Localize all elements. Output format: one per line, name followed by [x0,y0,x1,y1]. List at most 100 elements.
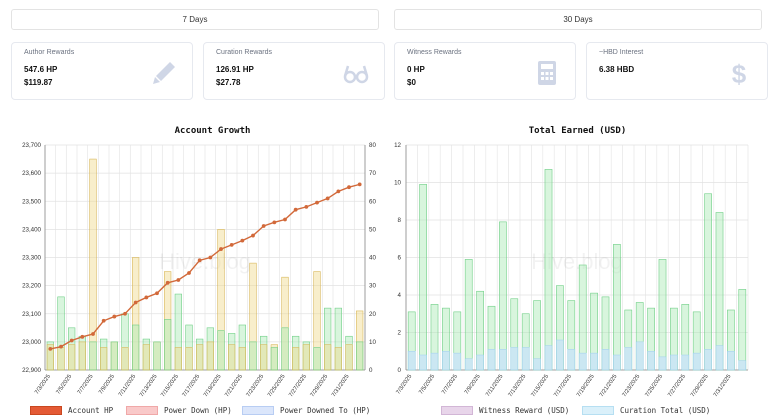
point-account-hp [91,332,95,336]
x-tick-label: 7/29/2025 [690,374,710,399]
legend-power-downed-to[interactable]: Power Downed To (HP) [242,404,370,416]
bar-power-down [142,344,150,371]
point-account-hp [251,233,255,238]
bar-power-down [238,347,246,371]
bar-witness-reward [464,259,473,371]
bar-witness-reward [499,221,507,371]
bar-power-downed-to [270,347,278,371]
bar-power-downed-to [281,327,289,371]
card-value-hp: 126.91 HP [216,65,254,74]
bar-curation-total [510,347,519,371]
point-account-hp [219,247,223,251]
legend-swatch [30,405,62,415]
bar-power-down [121,347,129,371]
bar-power-down [196,344,204,371]
bar-power-down [89,158,97,371]
bar-power-down [174,347,182,371]
y-left-tick-label: 23,500 [22,198,41,205]
point-account-hp [304,204,309,209]
bar-curation-total [578,352,587,371]
y-tick-label: 0 [398,367,402,374]
legend-label: Power Downed To (HP) [280,405,371,415]
bar-curation-total [407,351,416,371]
bar-curation-total [704,349,712,371]
point-account-hp [208,255,213,260]
bar-power-down [46,344,54,371]
card-value-hbd: 6.38 HBD [599,65,635,74]
bar-curation-total [521,347,530,371]
pencil-icon [153,62,175,84]
x-tick-label: 7/7/2025 [77,374,95,396]
card-title: ~HBD Interest [599,49,644,56]
x-tick-label: 7/5/2025 [55,374,73,396]
card-value-hp: 0 HP [407,65,425,74]
curation-rewards-card: Curation Rewards 126.91 HP $27.78 [203,42,385,100]
bar-power-down [68,344,76,371]
bar-curation-total [681,354,690,371]
bar-curation-total [738,360,747,371]
y-tick-label: 10 [394,180,401,187]
x-tick-label: 7/21/2025 [224,374,244,399]
tab-30-days[interactable]: 30 Days [394,9,762,30]
point-account-hp [80,334,85,339]
x-tick-label: 7/31/2025 [331,374,351,399]
bar-curation-total [590,352,598,371]
bar-curation-total [430,352,439,371]
card-value-usd: $119.87 [24,78,53,87]
point-account-hp [261,224,266,228]
bar-curation-total [544,345,553,371]
svg-text:$: $ [732,59,747,87]
x-tick-label: 7/27/2025 [288,374,308,399]
bar-witness-reward [544,169,553,371]
point-account-hp [325,196,330,201]
x-tick-label: 7/21/2025 [599,374,619,399]
y-right-tick-label: 80 [369,142,376,149]
hbd-interest-card: ~HBD Interest 6.38 HBD $ [586,42,768,100]
point-account-hp [133,300,138,305]
bar-power-downed-to [313,347,321,371]
author-rewards-card: Author Rewards 547.6 HP $119.87 [11,42,193,100]
bar-power-down [185,347,193,371]
legend-curation-total[interactable]: Curation Total (USD) [582,404,710,416]
bar-power-downed-to [89,341,97,371]
bar-curation-total [670,354,678,371]
calculator-icon [538,61,556,85]
card-value-usd: $0 [407,78,416,87]
point-account-hp [336,189,341,194]
legend-label: Account HP [68,405,114,415]
bar-power-down [345,344,353,371]
watermark: Hive.blog [531,249,623,274]
x-tick-label: 7/11/2025 [485,374,504,398]
y-left-tick-label: 23,200 [22,283,41,290]
legend-account-hp[interactable]: Account HP [30,404,113,416]
account-growth-chart: 22,900 23,000 23,100 23,200 23,300 23,400 23,5… [22,142,376,399]
bar-curation-total [715,345,724,371]
legend-witness-reward[interactable]: Witness Reward (USD) [441,404,569,416]
y-right-tick-label: 50 [369,226,376,233]
bar-power-downed-to [164,319,172,371]
x-tick-label: 7/13/2025 [139,374,159,399]
bar-witness-reward [704,193,712,371]
y-tick-label: 6 [398,255,402,262]
bar-curation-total [476,354,484,371]
x-tick-label: 7/23/2025 [246,374,266,399]
x-tick-label: 7/3/2025 [395,374,413,396]
card-value-usd: $27.78 [216,78,241,87]
y-left-tick-label: 22,900 [22,367,41,374]
y-right-tick-label: 0 [369,367,373,374]
x-tick-label: 7/9/2025 [98,374,116,396]
x-tick-label: 7/17/2025 [553,374,573,399]
bar-power-down [260,344,268,371]
tab-7-days[interactable]: 7 Days [11,9,379,30]
bar-power-downed-to [132,324,140,371]
bar-power-down [302,344,310,371]
legend-label: Witness Reward (USD) [479,405,570,415]
x-tick-label: 7/15/2025 [160,374,180,399]
dollar-icon: $ [732,59,747,87]
bar-witness-reward [419,184,427,371]
point-account-hp [48,347,53,351]
witness-rewards-card: Witness Rewards 0 HP $0 [394,42,576,100]
x-tick-label: 7/3/2025 [34,374,52,396]
legend-power-down[interactable]: Power Down (HP) [126,404,232,416]
total-earned-title: Total Earned (USD) [528,126,627,136]
